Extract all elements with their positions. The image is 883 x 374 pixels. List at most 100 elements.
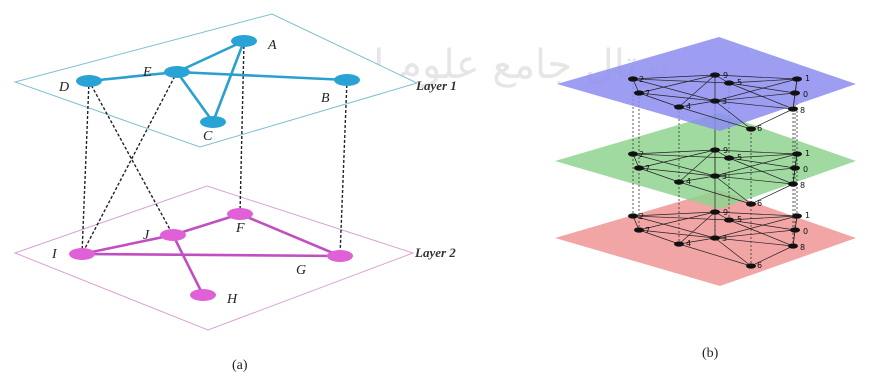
b-bottom-edge-5-1 — [728, 215, 798, 221]
layer-1-edges — [88, 39, 348, 123]
node-label-I: I — [51, 247, 58, 262]
node-label-G: G — [296, 263, 306, 278]
layer-bottom-plane — [555, 190, 856, 286]
b-middle-edge-3-0 — [714, 167, 796, 177]
interlayer-edge-E-I — [81, 71, 178, 255]
b-top-edge-5-0 — [728, 82, 796, 94]
b-middle-label-7: 7 — [645, 164, 650, 173]
b-middle-edge-2-5 — [632, 153, 730, 159]
b-middle-edge-5-1 — [728, 153, 798, 159]
b-top-edge-4-3 — [678, 100, 716, 108]
b-bottom-node-0 — [790, 227, 800, 233]
b-bottom-label-8: 8 — [800, 243, 805, 252]
node-label-A: A — [267, 38, 277, 53]
node-label-J: J — [143, 228, 150, 243]
b-middle-edge-6-3 — [714, 175, 752, 205]
b-top-edge-6-3 — [714, 100, 752, 130]
b-top-edge-7-9 — [638, 74, 716, 94]
b-bottom-label-9: 9 — [723, 208, 728, 217]
b-top-node-7 — [634, 90, 644, 96]
layer-1-plane — [13, 13, 419, 148]
b-bottom-edge-2-3 — [632, 215, 716, 239]
b-bottom-label-3: 3 — [722, 234, 727, 243]
b-middle-node-9 — [710, 147, 720, 153]
b-middle-node-1 — [792, 151, 802, 157]
b-top-edge-6-8 — [750, 108, 794, 130]
b-middle-label-8: 8 — [800, 181, 805, 190]
node-F — [227, 208, 253, 220]
b-bottom-node-5 — [724, 217, 734, 223]
edge-E-A — [176, 39, 245, 74]
layer-2-label: Layer 2 — [414, 245, 456, 260]
b-top-edge-3-0 — [714, 92, 796, 102]
interlayer-edge-B-G — [339, 79, 348, 257]
b-middle-edge-7-4 — [638, 167, 680, 183]
interlayer-edge-D-I — [81, 80, 90, 255]
b-top-node-4 — [674, 104, 684, 110]
b-bottom-label-4: 4 — [686, 239, 691, 248]
b-top-edge-2-3 — [632, 78, 716, 102]
b-top-node-9 — [710, 72, 720, 78]
node-label-H: H — [226, 292, 238, 307]
b-middle-node-2 — [628, 151, 638, 157]
b-top-edge-3-8 — [714, 100, 794, 110]
b-top-label-2: 2 — [639, 75, 644, 84]
b-middle-node-4 — [674, 179, 684, 185]
b-middle-edge-2-9 — [632, 149, 716, 155]
edge-E-C — [175, 71, 215, 123]
b-bottom-edge-7-9 — [638, 211, 716, 231]
edge-A-C — [211, 40, 246, 123]
b-top-edge-3-1 — [714, 78, 798, 102]
edge-D-E — [88, 70, 178, 83]
b-top-edge-9-1 — [714, 74, 798, 80]
b-bottom-edge-5-0 — [728, 219, 796, 231]
layer-middle-plane — [555, 113, 856, 209]
b-top-node-3 — [710, 98, 720, 104]
b-top-edge-4-6 — [678, 106, 752, 130]
b-bottom-node-1 — [792, 213, 802, 219]
b-bottom-edge-3-1 — [714, 215, 798, 239]
b-middle-node-8 — [788, 181, 798, 187]
node-label-E: E — [142, 65, 152, 80]
b-top-label-3: 3 — [722, 97, 727, 106]
b-middle-label-9: 9 — [723, 146, 728, 155]
b-middle-edge-4-3 — [678, 175, 716, 183]
b-bottom-edge-7-4 — [638, 229, 680, 245]
b-top-edge-5-8 — [728, 82, 794, 110]
b-top-label-7: 7 — [645, 89, 650, 98]
b-bottom-edge-2-9 — [632, 211, 716, 217]
edge-J-H — [171, 234, 205, 296]
panel-a: A B C D E F G H I J Layer 1 Layer 2 (a) — [13, 13, 457, 373]
b-middle-label-2: 2 — [639, 150, 644, 159]
node-label-B: B — [321, 91, 330, 106]
b-bottom-edge-6-8 — [750, 245, 794, 267]
b-bottom-label-5: 5 — [737, 215, 742, 224]
b-bottom-edge-3-0 — [714, 229, 796, 239]
node-B — [334, 74, 360, 86]
node-J — [160, 229, 186, 241]
b-bottom-edge-5-8 — [728, 219, 794, 247]
b-bottom-node-8 — [788, 243, 798, 249]
b-bottom-label-1: 1 — [805, 211, 810, 220]
b-bottom-node-3 — [710, 235, 720, 241]
b-top-label-6: 6 — [757, 124, 762, 133]
b-middle-edge-2-3 — [632, 153, 716, 177]
b-middle-node-3 — [710, 173, 720, 179]
edge-J-F — [172, 212, 241, 237]
node-C — [200, 116, 226, 128]
b-middle-edge-9-1 — [714, 149, 798, 155]
b-middle-edge-5-8 — [728, 157, 794, 185]
b-bottom-label-7: 7 — [645, 226, 650, 235]
b-middle-label-5: 5 — [737, 153, 742, 162]
b-middle-label-3: 3 — [722, 172, 727, 181]
b-bottom-edge-6-3 — [714, 237, 752, 267]
b-top-label-5: 5 — [737, 78, 742, 87]
b-top-edge-2-9 — [632, 74, 716, 80]
b-middle-node-5 — [724, 155, 734, 161]
b-bottom-label-0: 0 — [803, 227, 808, 236]
b-middle-edge-5-0 — [728, 157, 796, 169]
b-middle-label-6: 6 — [757, 199, 762, 208]
